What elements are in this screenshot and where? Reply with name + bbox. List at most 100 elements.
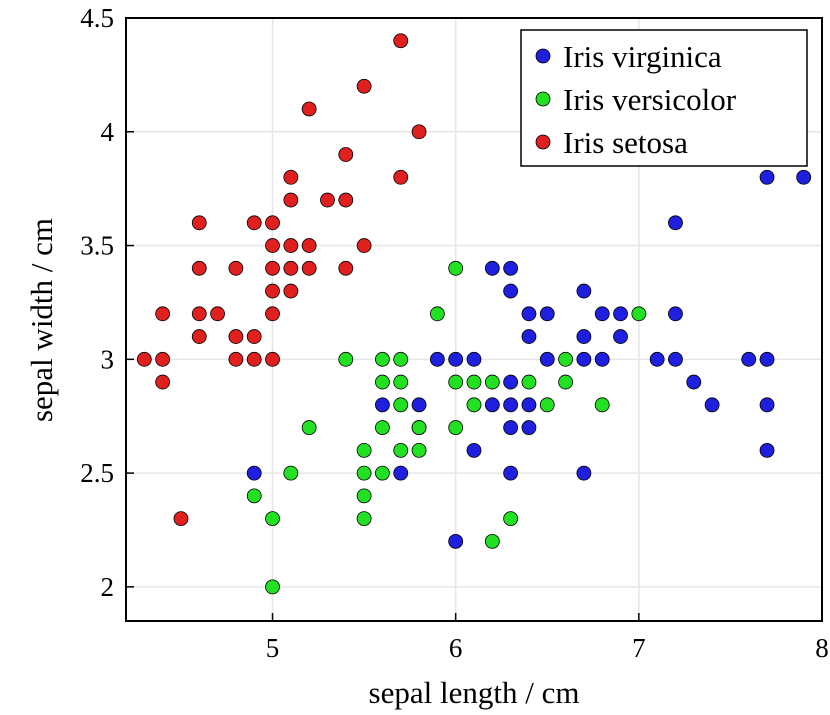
data-point-versicolor bbox=[375, 420, 390, 435]
data-point-setosa bbox=[155, 374, 171, 390]
data-point-versicolor bbox=[429, 306, 445, 322]
data-point-setosa bbox=[155, 351, 171, 367]
data-point-setosa bbox=[246, 351, 262, 367]
data-point-virginica bbox=[448, 351, 464, 367]
data-point-versicolor bbox=[283, 465, 299, 481]
data-point-setosa bbox=[228, 260, 244, 276]
data-point-virginica bbox=[576, 329, 592, 344]
x-tick-label: 5 bbox=[266, 633, 280, 663]
data-point-virginica bbox=[246, 465, 262, 481]
data-point-setosa bbox=[283, 169, 299, 185]
data-point-setosa bbox=[265, 351, 280, 367]
data-point-virginica bbox=[686, 374, 702, 390]
data-point-virginica bbox=[539, 351, 555, 367]
data-point-virginica bbox=[484, 397, 500, 413]
data-point-setosa bbox=[228, 351, 244, 367]
data-point-setosa bbox=[191, 329, 207, 344]
data-point-virginica bbox=[613, 306, 628, 322]
x-axis-title: sepal length / cm bbox=[369, 675, 580, 710]
data-point-setosa bbox=[393, 169, 409, 185]
data-point-setosa bbox=[301, 238, 317, 253]
data-point-setosa bbox=[246, 329, 262, 344]
legend-label-versicolor: Iris versicolor bbox=[563, 82, 737, 117]
data-point-setosa bbox=[173, 511, 189, 527]
data-point-versicolor bbox=[448, 260, 464, 276]
data-point-versicolor bbox=[466, 374, 482, 390]
data-point-setosa bbox=[191, 306, 207, 322]
data-point-setosa bbox=[338, 147, 354, 162]
data-point-virginica bbox=[503, 465, 519, 481]
data-point-virginica bbox=[466, 442, 482, 458]
data-point-virginica bbox=[503, 283, 519, 299]
data-point-versicolor bbox=[448, 374, 464, 390]
y-tick-label: 4.5 bbox=[80, 3, 114, 33]
data-point-setosa bbox=[191, 260, 207, 276]
y-tick-label: 3.5 bbox=[80, 231, 114, 261]
data-point-versicolor bbox=[521, 374, 537, 390]
legend-label-setosa: Iris setosa bbox=[563, 125, 688, 160]
data-point-versicolor bbox=[375, 351, 390, 367]
data-point-virginica bbox=[704, 397, 720, 413]
data-point-virginica bbox=[594, 306, 610, 322]
legend-box bbox=[520, 29, 808, 167]
data-point-virginica bbox=[759, 397, 775, 413]
data-point-virginica bbox=[576, 283, 592, 299]
data-points bbox=[136, 33, 812, 595]
data-point-versicolor bbox=[338, 351, 354, 367]
data-point-setosa bbox=[210, 306, 225, 322]
data-point-setosa bbox=[265, 215, 280, 231]
data-point-virginica bbox=[466, 351, 482, 367]
legend-marker-versicolor bbox=[535, 91, 551, 107]
data-point-setosa bbox=[155, 306, 171, 322]
data-point-versicolor bbox=[631, 306, 647, 322]
legend-marker-virginica bbox=[535, 48, 551, 64]
data-point-virginica bbox=[521, 329, 537, 344]
data-point-versicolor bbox=[356, 442, 372, 458]
data-point-versicolor bbox=[411, 442, 427, 458]
data-point-versicolor bbox=[484, 533, 500, 549]
data-point-virginica bbox=[503, 260, 519, 276]
y-tick-label: 3 bbox=[101, 344, 115, 374]
plot-frame bbox=[125, 17, 823, 622]
data-point-setosa bbox=[283, 260, 299, 276]
data-point-virginica bbox=[759, 442, 775, 458]
data-point-versicolor bbox=[558, 351, 573, 367]
y-axis-title: sepal width / cm bbox=[24, 218, 59, 422]
data-point-versicolor bbox=[503, 511, 519, 527]
legend-label-virginica: Iris virginica bbox=[563, 39, 722, 74]
data-point-virginica bbox=[411, 397, 427, 413]
data-point-versicolor bbox=[393, 374, 409, 390]
data-point-virginica bbox=[759, 351, 775, 367]
y-tick-label: 4 bbox=[101, 117, 115, 147]
data-point-setosa bbox=[301, 101, 317, 117]
data-point-setosa bbox=[265, 260, 280, 276]
data-point-virginica bbox=[448, 533, 464, 549]
data-point-setosa bbox=[265, 238, 280, 253]
x-tick-label: 6 bbox=[449, 633, 463, 663]
data-point-versicolor bbox=[393, 351, 409, 367]
data-point-setosa bbox=[393, 33, 409, 49]
data-point-versicolor bbox=[375, 465, 390, 481]
data-point-virginica bbox=[484, 260, 500, 276]
x-tick-label: 7 bbox=[632, 633, 646, 663]
data-point-virginica bbox=[649, 351, 665, 367]
data-point-versicolor bbox=[448, 420, 464, 435]
data-point-versicolor bbox=[265, 511, 280, 527]
data-point-setosa bbox=[301, 260, 317, 276]
data-point-setosa bbox=[283, 238, 299, 253]
legend: Iris virginica Iris versicolor Iris seto… bbox=[520, 29, 808, 167]
data-point-virginica bbox=[429, 351, 445, 367]
data-point-virginica bbox=[521, 397, 537, 413]
data-point-virginica bbox=[668, 215, 683, 231]
data-point-setosa bbox=[228, 329, 244, 344]
data-point-setosa bbox=[320, 192, 335, 208]
data-point-versicolor bbox=[484, 374, 500, 390]
data-point-setosa bbox=[191, 215, 207, 231]
data-point-virginica bbox=[759, 169, 775, 185]
data-point-virginica bbox=[576, 351, 592, 367]
data-point-setosa bbox=[338, 192, 354, 208]
data-point-setosa bbox=[338, 260, 354, 276]
data-point-versicolor bbox=[301, 420, 317, 435]
data-point-versicolor bbox=[558, 374, 573, 390]
data-point-virginica bbox=[393, 465, 409, 481]
